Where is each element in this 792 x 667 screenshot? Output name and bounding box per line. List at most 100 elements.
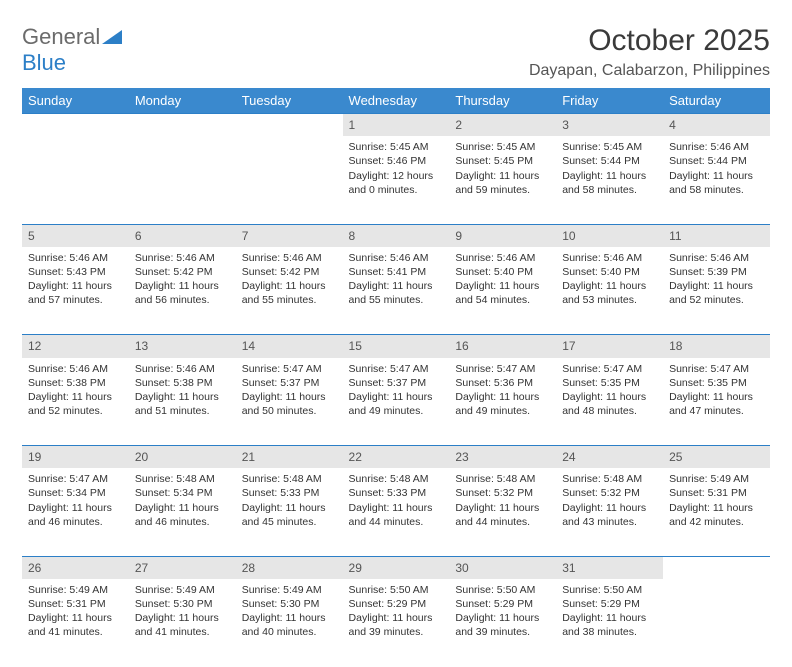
week-content-row: Sunrise: 5:46 AMSunset: 5:38 PMDaylight:… <box>22 358 770 446</box>
day-cell: Sunrise: 5:49 AMSunset: 5:31 PMDaylight:… <box>663 468 770 556</box>
day-cell: Sunrise: 5:46 AMSunset: 5:38 PMDaylight:… <box>22 358 129 446</box>
sunset-line: Sunset: 5:29 PM <box>455 597 550 611</box>
day-number-cell: 9 <box>449 224 556 247</box>
sunset-line: Sunset: 5:35 PM <box>669 376 764 390</box>
daynum-row: 12131415161718 <box>22 335 770 358</box>
sunrise-line: Sunrise: 5:47 AM <box>455 362 550 376</box>
daylight-line: Daylight: 11 hours and 55 minutes. <box>349 279 444 307</box>
sunrise-line: Sunrise: 5:46 AM <box>669 251 764 265</box>
sunset-line: Sunset: 5:44 PM <box>562 154 657 168</box>
sunset-line: Sunset: 5:29 PM <box>562 597 657 611</box>
sunrise-line: Sunrise: 5:47 AM <box>669 362 764 376</box>
daylight-line: Daylight: 11 hours and 51 minutes. <box>135 390 230 418</box>
sunrise-line: Sunrise: 5:48 AM <box>455 472 550 486</box>
daylight-line: Daylight: 11 hours and 54 minutes. <box>455 279 550 307</box>
daylight-line: Daylight: 11 hours and 58 minutes. <box>669 169 764 197</box>
sunset-line: Sunset: 5:37 PM <box>349 376 444 390</box>
day-number-cell: 5 <box>22 224 129 247</box>
daylight-line: Daylight: 11 hours and 48 minutes. <box>562 390 657 418</box>
logo-word-1: General <box>22 24 100 49</box>
page-title: October 2025 <box>529 24 770 58</box>
day-number-cell: 13 <box>129 335 236 358</box>
day-cell: Sunrise: 5:46 AMSunset: 5:43 PMDaylight:… <box>22 247 129 335</box>
daylight-line: Daylight: 11 hours and 46 minutes. <box>135 501 230 529</box>
day-number-cell: 21 <box>236 446 343 469</box>
sunset-line: Sunset: 5:35 PM <box>562 376 657 390</box>
day-number-cell: 1 <box>343 114 450 137</box>
day-number-cell: 25 <box>663 446 770 469</box>
sunset-line: Sunset: 5:39 PM <box>669 265 764 279</box>
daylight-line: Daylight: 11 hours and 40 minutes. <box>242 611 337 639</box>
sunset-line: Sunset: 5:43 PM <box>28 265 123 279</box>
day-number-cell: 3 <box>556 114 663 137</box>
day-cell: Sunrise: 5:45 AMSunset: 5:46 PMDaylight:… <box>343 136 450 224</box>
sunrise-line: Sunrise: 5:46 AM <box>135 251 230 265</box>
day-number-cell: 10 <box>556 224 663 247</box>
sunrise-line: Sunrise: 5:48 AM <box>562 472 657 486</box>
day-cell: Sunrise: 5:47 AMSunset: 5:37 PMDaylight:… <box>236 358 343 446</box>
sunset-line: Sunset: 5:33 PM <box>349 486 444 500</box>
daylight-line: Daylight: 11 hours and 59 minutes. <box>455 169 550 197</box>
title-block: October 2025 Dayapan, Calabarzon, Philip… <box>529 24 770 80</box>
sunrise-line: Sunrise: 5:48 AM <box>242 472 337 486</box>
day-cell: Sunrise: 5:47 AMSunset: 5:36 PMDaylight:… <box>449 358 556 446</box>
sunrise-line: Sunrise: 5:47 AM <box>349 362 444 376</box>
sunrise-line: Sunrise: 5:45 AM <box>455 140 550 154</box>
day-cell: Sunrise: 5:48 AMSunset: 5:32 PMDaylight:… <box>449 468 556 556</box>
day-number-cell: 17 <box>556 335 663 358</box>
daylight-line: Daylight: 11 hours and 42 minutes. <box>669 501 764 529</box>
logo-text: General Blue <box>22 24 122 76</box>
day-cell: Sunrise: 5:49 AMSunset: 5:30 PMDaylight:… <box>129 579 236 667</box>
logo-triangle-icon <box>102 24 122 50</box>
sunrise-line: Sunrise: 5:46 AM <box>349 251 444 265</box>
sunset-line: Sunset: 5:44 PM <box>669 154 764 168</box>
sunrise-line: Sunrise: 5:46 AM <box>669 140 764 154</box>
daylight-line: Daylight: 11 hours and 39 minutes. <box>455 611 550 639</box>
week-content-row: Sunrise: 5:49 AMSunset: 5:31 PMDaylight:… <box>22 579 770 667</box>
day-number-cell: 2 <box>449 114 556 137</box>
day-number-cell: 18 <box>663 335 770 358</box>
sunset-line: Sunset: 5:40 PM <box>455 265 550 279</box>
daylight-line: Daylight: 11 hours and 41 minutes. <box>28 611 123 639</box>
daynum-row: 567891011 <box>22 224 770 247</box>
day-header: Thursday <box>449 88 556 114</box>
logo: General Blue <box>22 24 122 76</box>
sunrise-line: Sunrise: 5:46 AM <box>455 251 550 265</box>
sunset-line: Sunset: 5:42 PM <box>242 265 337 279</box>
sunset-line: Sunset: 5:34 PM <box>28 486 123 500</box>
sunrise-line: Sunrise: 5:48 AM <box>349 472 444 486</box>
day-cell: Sunrise: 5:46 AMSunset: 5:42 PMDaylight:… <box>236 247 343 335</box>
day-number-cell: 4 <box>663 114 770 137</box>
day-number-cell: 29 <box>343 556 450 579</box>
daynum-row: 19202122232425 <box>22 446 770 469</box>
day-number-cell: 15 <box>343 335 450 358</box>
sunrise-line: Sunrise: 5:50 AM <box>349 583 444 597</box>
day-cell: Sunrise: 5:49 AMSunset: 5:30 PMDaylight:… <box>236 579 343 667</box>
day-cell: Sunrise: 5:48 AMSunset: 5:32 PMDaylight:… <box>556 468 663 556</box>
sunrise-line: Sunrise: 5:46 AM <box>28 362 123 376</box>
week-content-row: Sunrise: 5:45 AMSunset: 5:46 PMDaylight:… <box>22 136 770 224</box>
sunrise-line: Sunrise: 5:49 AM <box>28 583 123 597</box>
daylight-line: Daylight: 11 hours and 47 minutes. <box>669 390 764 418</box>
day-number-cell: 11 <box>663 224 770 247</box>
logo-word-2: Blue <box>22 50 66 75</box>
day-header: Saturday <box>663 88 770 114</box>
day-cell <box>22 136 129 224</box>
day-cell: Sunrise: 5:50 AMSunset: 5:29 PMDaylight:… <box>556 579 663 667</box>
daylight-line: Daylight: 11 hours and 44 minutes. <box>455 501 550 529</box>
sunrise-line: Sunrise: 5:48 AM <box>135 472 230 486</box>
sunset-line: Sunset: 5:40 PM <box>562 265 657 279</box>
day-number-cell: 30 <box>449 556 556 579</box>
daylight-line: Daylight: 11 hours and 57 minutes. <box>28 279 123 307</box>
day-header: Monday <box>129 88 236 114</box>
day-number-cell: 26 <box>22 556 129 579</box>
day-number-cell: 14 <box>236 335 343 358</box>
sunset-line: Sunset: 5:38 PM <box>135 376 230 390</box>
sunrise-line: Sunrise: 5:49 AM <box>242 583 337 597</box>
day-cell: Sunrise: 5:49 AMSunset: 5:31 PMDaylight:… <box>22 579 129 667</box>
sunset-line: Sunset: 5:42 PM <box>135 265 230 279</box>
day-cell: Sunrise: 5:48 AMSunset: 5:33 PMDaylight:… <box>236 468 343 556</box>
sunset-line: Sunset: 5:30 PM <box>135 597 230 611</box>
daylight-line: Daylight: 11 hours and 58 minutes. <box>562 169 657 197</box>
day-cell: Sunrise: 5:47 AMSunset: 5:35 PMDaylight:… <box>663 358 770 446</box>
